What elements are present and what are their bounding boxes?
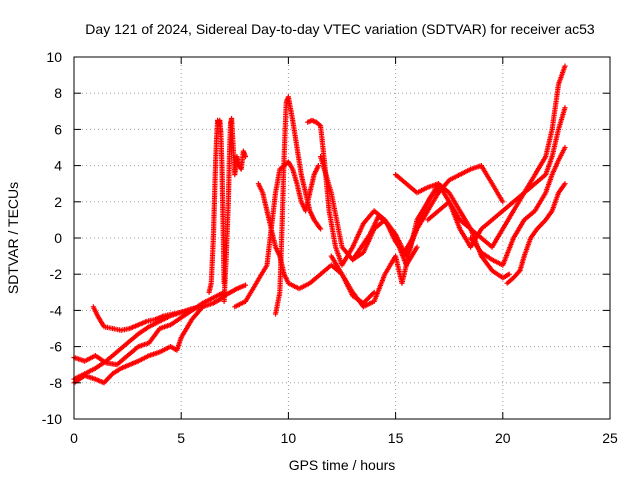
data-point-marker xyxy=(506,271,512,277)
y-tick-label: -4 xyxy=(50,302,63,318)
chart-title: Day 121 of 2024, Sidereal Day-to-day VTE… xyxy=(85,21,595,37)
data-point-marker xyxy=(315,163,321,169)
y-tick-label: -6 xyxy=(50,339,63,355)
y-tick-label: 8 xyxy=(54,85,62,101)
series-track-16 xyxy=(504,181,568,286)
series-track-12 xyxy=(328,181,512,310)
x-tick-label: 0 xyxy=(70,430,78,446)
data-point-marker xyxy=(318,226,324,232)
data-point-marker xyxy=(200,304,206,310)
series-track-6 xyxy=(221,115,249,304)
axis-ticks xyxy=(73,56,611,420)
data-point-marker xyxy=(242,282,249,288)
x-tick-label: 15 xyxy=(388,430,404,446)
x-tick-label: 10 xyxy=(281,430,297,446)
data-point-marker xyxy=(435,184,442,190)
y-tick-label: -2 xyxy=(50,266,63,282)
data-point-marker xyxy=(562,144,568,151)
y-tick-label: -10 xyxy=(42,411,62,427)
series-track-4 xyxy=(90,304,195,333)
y-tick-label: -8 xyxy=(50,375,63,391)
series-track-13 xyxy=(393,63,568,250)
data-point-marker xyxy=(414,244,420,250)
y-tick-label: 10 xyxy=(46,49,62,65)
series-track-5 xyxy=(206,117,227,295)
series-track-17 xyxy=(350,184,442,263)
y-tick-label: 4 xyxy=(54,158,62,174)
data-points xyxy=(71,63,568,386)
series-track-1 xyxy=(71,282,249,382)
x-tick-label: 20 xyxy=(495,430,511,446)
series-track-8 xyxy=(272,94,324,317)
series-track-3 xyxy=(71,304,206,386)
y-tick-label: 6 xyxy=(54,121,62,137)
series-track-14 xyxy=(425,105,568,250)
data-point-marker xyxy=(189,307,195,313)
series-track-15 xyxy=(468,144,568,268)
y-tick-label: 0 xyxy=(54,230,62,246)
x-tick-label: 25 xyxy=(602,430,618,446)
data-point-marker xyxy=(562,181,568,187)
x-axis-label: GPS time / hours xyxy=(289,457,396,473)
data-point-marker xyxy=(562,105,568,111)
x-tick-label: 5 xyxy=(177,430,185,446)
y-tick-label: 2 xyxy=(54,194,62,210)
axis-tick-labels: 0 5 10 15 20 25 -10 -8 -6 -4 -2 0 2 4 6 8 10 xyxy=(42,49,618,446)
y-axis-label: SDTVAR / TECUs xyxy=(5,182,21,294)
data-point-marker xyxy=(500,199,506,205)
data-point-marker xyxy=(562,63,568,69)
data-point-marker xyxy=(242,154,249,160)
